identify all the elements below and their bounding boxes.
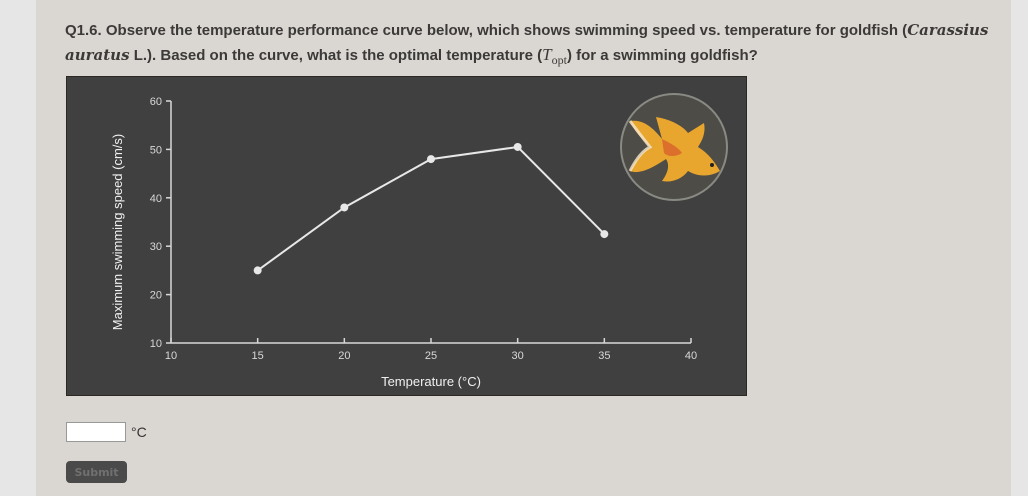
y-axis-label: Maximum swimming speed (cm/s) [110,134,125,330]
question-text: Q1.6. Observe the temperature performanc… [65,18,1005,72]
y-tick-label: 20 [150,290,162,302]
species-name: Carassius auratus [65,21,989,64]
x-tick-label: 25 [425,350,437,362]
x-tick-label: 40 [685,350,697,362]
question-text-part: Observe the temperature performance curv… [105,22,908,39]
answer-row: °C [66,422,147,442]
question-text-part: ) for a swimming goldfish? [566,47,758,64]
variable-symbol: T [542,45,552,64]
x-tick-label: 15 [252,350,264,362]
submit-button[interactable]: Submit [66,461,127,483]
data-line [257,145,606,272]
chart-series [253,142,609,275]
x-tick-label: 20 [338,350,350,362]
y-tick-label: 10 [150,338,162,350]
performance-curve-chart: 10 20 30 40 50 60 10 15 20 25 30 35 40 Temperature (°… [66,76,747,396]
chart-canvas: 10 20 30 40 50 60 10 15 20 25 30 35 40 Temperature (°… [110,93,728,389]
data-point [253,266,262,275]
y-tick-label: 40 [150,193,162,205]
question-number: Q1.6. [65,22,102,39]
temperature-answer-input[interactable] [66,422,126,442]
y-tick-label: 50 [150,144,162,156]
data-point [427,155,435,164]
data-point [340,203,349,212]
y-tick-label: 30 [150,241,162,253]
variable-subscript: opt [551,53,567,67]
data-point [600,230,609,239]
x-tick-label: 30 [512,350,524,362]
x-tick-label: 35 [598,350,610,362]
x-axis-label: Temperature (°C) [381,374,481,389]
chart-axes: 10 20 30 40 50 60 10 15 20 25 30 35 40 Temperature (°… [110,96,697,389]
goldfish-image [620,93,728,201]
question-text-part: L.). Based on the curve, what is the opt… [129,47,543,64]
x-tick-label: 10 [165,350,177,362]
data-point [513,142,522,151]
unit-label: °C [131,424,147,440]
y-tick-label: 60 [150,96,162,108]
question-panel: Q1.6. Observe the temperature performanc… [36,0,1011,496]
